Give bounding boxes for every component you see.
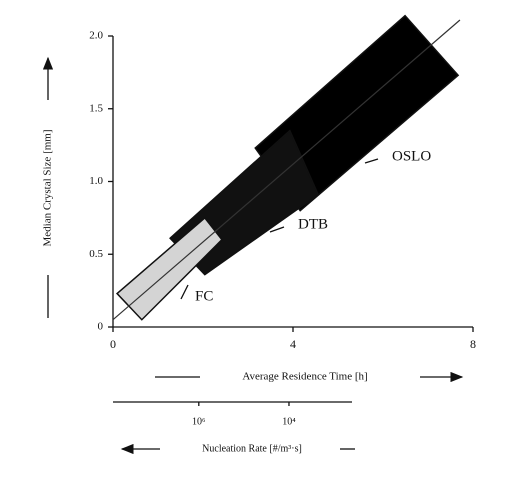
- nucleation-tick-label: 10⁶: [192, 416, 206, 427]
- y-axis-label: Median Crystal Size [mm]: [42, 129, 54, 246]
- x-tick-label: 4: [290, 337, 296, 351]
- region-label: FC: [195, 288, 213, 304]
- y-tick-label: 1.0: [89, 175, 103, 187]
- y-tick-label: 1.5: [89, 102, 103, 114]
- nucleation-tick-label: 10⁴: [282, 416, 296, 427]
- region-label: OSLO: [392, 148, 431, 164]
- leader-line: [364, 158, 379, 164]
- y-tick-label: 2.0: [89, 30, 103, 42]
- y-tick-label: 0: [98, 321, 104, 333]
- leader-line: [269, 226, 285, 233]
- leader-line: [180, 284, 189, 300]
- y-tick-label: 0.5: [89, 248, 103, 260]
- x-tick-label: 0: [110, 337, 116, 351]
- trend-line: [112, 19, 461, 321]
- x-tick-label: 8: [470, 337, 476, 351]
- x-axis-label: Average Residence Time [h]: [242, 371, 367, 383]
- nucleation-label: Nucleation Rate [#/m³·s]: [202, 443, 302, 454]
- region-label: DTB: [298, 216, 328, 232]
